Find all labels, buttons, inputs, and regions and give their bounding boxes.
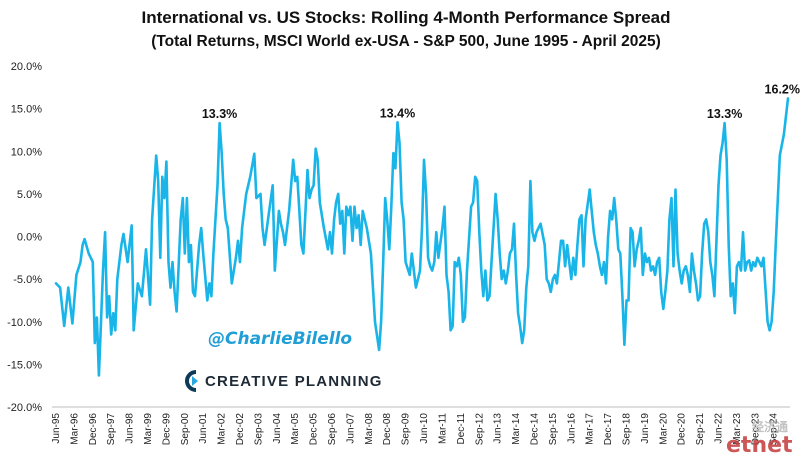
x-tick-label: Mar-96: [69, 413, 80, 445]
x-tick-label: Sep-03: [253, 413, 264, 446]
x-tick-label: Mar-05: [290, 413, 301, 445]
x-tick-label: Dec-11: [456, 413, 467, 445]
x-tick-label: Mar-20: [658, 413, 669, 445]
x-tick-label: Dec-20: [677, 413, 688, 446]
x-tick-label: Sep-09: [401, 413, 412, 446]
x-axis: Jun-95 Mar-96 Dec-96 Sep-97 Jun-98 Mar-99 Dec-…: [51, 413, 780, 446]
x-tick-label: Jun-16: [566, 413, 577, 444]
peak-label: 13.4%: [380, 106, 415, 120]
peak-label: 13.3%: [707, 107, 742, 121]
x-tick-label: Dec-99: [161, 413, 172, 446]
x-tick-label: Dec-05: [309, 413, 320, 446]
x-tick-label: Dec-23: [750, 413, 761, 446]
x-tick-label: Dec-02: [235, 413, 246, 446]
company-name: CREATIVE PLANNING: [205, 373, 383, 390]
x-tick-label: Sep-21: [695, 413, 706, 446]
y-tick-label: 5.0%: [17, 189, 42, 201]
x-tick-label: Sep-18: [621, 413, 632, 446]
x-tick-label: Dec-96: [88, 413, 99, 446]
y-tick-label: -20.0%: [7, 402, 42, 414]
peak-label: 13.3%: [202, 107, 237, 121]
x-tick-label: Mar-02: [217, 413, 228, 445]
x-tick-label: Sep-24: [769, 413, 780, 446]
x-tick-label: Jun-04: [272, 413, 283, 444]
logo-mark-icon: [185, 370, 198, 392]
x-tick-label: Jun-10: [419, 413, 430, 444]
x-tick-label: Jun-13: [493, 413, 504, 444]
x-tick-label: Jun-19: [640, 413, 651, 444]
company-logo: CREATIVE PLANNING: [185, 370, 383, 392]
y-tick-label: 20.0%: [11, 61, 42, 73]
x-tick-label: Dec-14: [529, 413, 540, 446]
handle-text: @CharlieBilello: [208, 329, 352, 349]
x-tick-label: Mar-11: [437, 413, 448, 444]
y-tick-label: -5.0%: [13, 274, 42, 286]
chart-title: International vs. US Stocks: Rolling 4-M…: [142, 8, 671, 27]
watermark-en: etnet: [726, 433, 793, 458]
peak-annotations: 13.3% 13.4% 13.3% 16.2%: [202, 82, 800, 121]
chart-subtitle: (Total Returns, MSCI World ex-USA - S&P …: [151, 33, 661, 50]
watermark-cn: 经济通: [752, 419, 788, 434]
x-tick-label: Sep-06: [327, 413, 338, 446]
y-tick-label: 0.0%: [17, 232, 42, 244]
x-tick-label: Sep-15: [548, 413, 559, 446]
x-tick-label: Sep-12: [474, 413, 485, 446]
y-tick-label: -15.0%: [7, 359, 42, 371]
x-tick-label: Jun-95: [51, 413, 62, 444]
etnet-watermark: 经济通 etnet: [726, 419, 793, 458]
x-tick-label: Dec-08: [382, 413, 393, 446]
x-tick-label: Sep-97: [106, 413, 117, 446]
x-tick-label: Jun-01: [198, 413, 209, 444]
x-tick-label: Jun-98: [125, 413, 136, 444]
y-tick-label: 15.0%: [11, 104, 42, 116]
x-tick-label: Jun-22: [713, 413, 724, 444]
peak-label: 16.2%: [765, 82, 800, 96]
y-tick-label: 10.0%: [11, 146, 42, 158]
x-tick-label: Sep-00: [180, 413, 191, 446]
x-tick-label: Jun-07: [345, 413, 356, 444]
x-tick-label: Mar-14: [511, 413, 522, 445]
y-tick-label: -10.0%: [7, 317, 42, 329]
x-tick-label: Mar-23: [732, 413, 743, 445]
x-tick-label: Mar-99: [143, 413, 154, 445]
x-tick-label: Mar-17: [585, 413, 596, 445]
x-tick-label: Mar-08: [364, 413, 375, 445]
x-tick-label: Dec-17: [603, 413, 614, 446]
series-line: [54, 97, 790, 377]
y-axis: 20.0% 15.0% 10.0% 5.0% 0.0% -5.0% -10.0% -15.0%…: [7, 61, 42, 414]
